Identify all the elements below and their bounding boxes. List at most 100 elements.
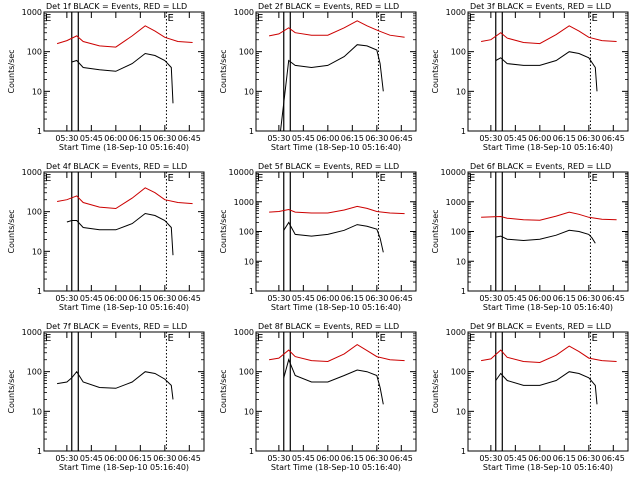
y-axis-label: Counts/sec [219, 209, 228, 253]
x-axis-label: Start Time (18-Sep-10 05:16:40) [59, 463, 189, 472]
x-tick-label: 06:45 [602, 134, 625, 143]
plot-frame [43, 11, 205, 132]
x-axis-label: Start Time (18-Sep-10 05:16:40) [271, 463, 401, 472]
y-tick-label: 10 [244, 87, 254, 96]
x-tick-label: 05:30 [479, 454, 502, 463]
y-tick-label: 10 [32, 87, 42, 96]
x-tick-label: 06:00 [528, 134, 551, 143]
x-tick-label: 06:30 [365, 454, 388, 463]
plot-frame [255, 11, 417, 132]
panel-title: Det 4f BLACK = Events, RED = LLD [46, 162, 187, 171]
x-tick-label: 05:45 [504, 134, 527, 143]
event-marker-label: E [167, 333, 173, 344]
y-tick-label: 10 [32, 247, 42, 256]
x-tick-label: 06:30 [153, 294, 176, 303]
y-axis-label: Counts/sec [219, 49, 228, 93]
y-axis-label: Counts/sec [431, 49, 440, 93]
y-axis-label: Counts/sec [431, 209, 440, 253]
panel-title: Det 6f BLACK = Events, RED = LLD [470, 162, 611, 171]
x-tick-label: 05:30 [267, 454, 290, 463]
x-tick-label: 05:45 [504, 294, 527, 303]
detector-panel: Det 8f BLACK = Events, RED = LLD 1 10 100 10… [219, 322, 417, 472]
y-tick-label: 10 [456, 407, 466, 416]
x-axis-label: Start Time (18-Sep-10 05:16:40) [483, 463, 613, 472]
x-tick-label: 06:15 [341, 134, 364, 143]
x-axis-label: Start Time (18-Sep-10 05:16:40) [59, 303, 189, 312]
x-tick-label: 05:45 [292, 134, 315, 143]
detector-panel: Det 7f BLACK = Events, RED = LLD 1 10 100 10… [7, 322, 205, 472]
y-tick-label: 100 [27, 208, 42, 217]
events-series-line [495, 229, 596, 244]
y-tick-label: 100 [239, 48, 254, 57]
event-marker-label: E [45, 173, 51, 184]
x-tick-label: 06:30 [577, 294, 600, 303]
x-tick-label: 06:30 [153, 134, 176, 143]
x-tick-label: 06:00 [316, 134, 339, 143]
plot-frame [467, 331, 629, 452]
y-tick-label: 1000 [446, 198, 466, 207]
plot-frame [467, 11, 629, 132]
lld-series-line [481, 345, 617, 364]
x-tick-label: 05:45 [292, 294, 315, 303]
panel-title: Det 1f BLACK = Events, RED = LLD [46, 2, 187, 11]
x-tick-label: 06:30 [577, 134, 600, 143]
y-tick-label: 1 [249, 287, 254, 296]
x-tick-label: 05:30 [267, 294, 290, 303]
x-tick-label: 06:30 [577, 454, 600, 463]
event-marker-label: E [469, 333, 475, 344]
x-tick-label: 06:15 [341, 294, 364, 303]
event-marker-label: E [167, 173, 173, 184]
y-tick-label: 1 [37, 127, 42, 136]
y-tick-label: 1 [37, 447, 42, 456]
plot-frame [467, 171, 629, 292]
detector-panel: Det 5f BLACK = Events, RED = LLD 1 10 100 10… [219, 162, 417, 312]
x-tick-label: 06:45 [390, 454, 413, 463]
x-tick-label: 06:30 [365, 294, 388, 303]
y-tick-label: 1000 [446, 328, 466, 337]
lld-series-line [269, 205, 405, 215]
y-tick-label: 100 [239, 368, 254, 377]
detector-panel: Det 2f BLACK = Events, RED = LLD 1 10 100 10… [219, 2, 417, 152]
event-marker-label: E [469, 13, 475, 24]
x-tick-label: 06:00 [104, 294, 127, 303]
x-tick-label: 06:45 [390, 134, 413, 143]
y-tick-label: 1000 [22, 168, 42, 177]
y-tick-label: 1 [249, 447, 254, 456]
event-marker-label: E [257, 333, 263, 344]
y-axis-label: Counts/sec [219, 369, 228, 413]
detector-panel: Det 3f BLACK = Events, RED = LLD 1 10 100 10… [431, 2, 629, 152]
detector-panel: Det 6f BLACK = Events, RED = LLD 1 10 100 10… [431, 162, 629, 312]
events-series-line [495, 371, 598, 405]
events-series-line [283, 221, 384, 253]
y-tick-label: 1 [461, 127, 466, 136]
lld-series-line [269, 20, 405, 38]
x-tick-label: 06:00 [104, 134, 127, 143]
event-marker-label: E [257, 173, 263, 184]
y-tick-label: 100 [451, 48, 466, 57]
x-tick-label: 06:00 [104, 454, 127, 463]
x-tick-label: 06:45 [602, 454, 625, 463]
x-tick-label: 05:45 [504, 454, 527, 463]
y-tick-label: 10 [456, 257, 466, 266]
detector-panel: Det 4f BLACK = Events, RED = LLD 1 10 100 10… [7, 162, 205, 312]
y-tick-label: 100 [239, 228, 254, 237]
x-tick-label: 06:00 [528, 294, 551, 303]
x-tick-label: 05:30 [55, 134, 78, 143]
x-tick-label: 05:30 [55, 454, 78, 463]
x-tick-label: 06:15 [553, 454, 576, 463]
x-tick-label: 05:45 [80, 134, 103, 143]
x-axis-label: Start Time (18-Sep-10 05:16:40) [271, 303, 401, 312]
x-tick-label: 05:30 [55, 294, 78, 303]
y-tick-label: 1000 [234, 328, 254, 337]
x-axis-label: Start Time (18-Sep-10 05:16:40) [59, 143, 189, 152]
events-series-line [57, 370, 174, 400]
x-tick-label: 05:30 [479, 134, 502, 143]
x-tick-label: 05:45 [292, 454, 315, 463]
y-tick-label: 10 [244, 407, 254, 416]
x-tick-label: 06:00 [316, 454, 339, 463]
x-tick-label: 05:30 [267, 134, 290, 143]
panel-title: Det 5f BLACK = Events, RED = LLD [258, 162, 399, 171]
y-tick-label: 100 [27, 48, 42, 57]
event-marker-label: E [591, 173, 597, 184]
